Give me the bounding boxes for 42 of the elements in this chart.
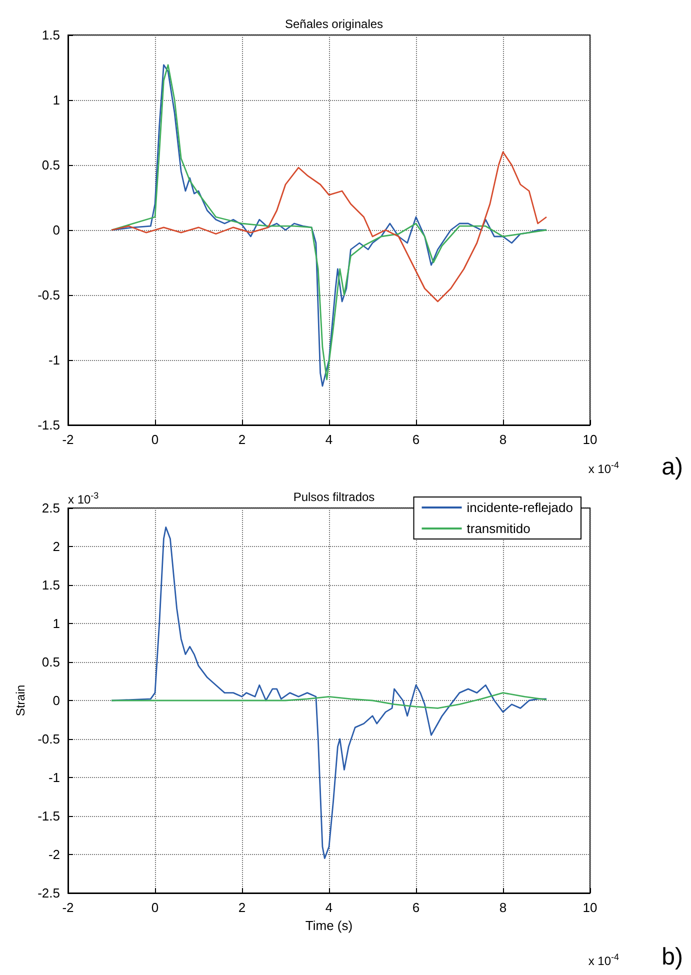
- y-tick-label: -2: [48, 847, 60, 862]
- text: b): [662, 944, 684, 970]
- y-axis-title: Strain: [14, 684, 28, 716]
- x-tick-label: 2: [238, 432, 246, 447]
- x-tick-label: 8: [499, 900, 507, 915]
- text: a): [662, 454, 684, 480]
- x-tick-label: 6: [412, 900, 420, 915]
- y-tick-label: -1.5: [38, 418, 60, 432]
- y-tick-label: 0: [52, 222, 60, 238]
- y-tick-label: -1: [48, 770, 60, 785]
- chart-title: Señales originales: [284, 17, 384, 31]
- y-tick-label: 1: [52, 92, 60, 108]
- line-series: [110, 151, 548, 302]
- legend-label: incidente-reflejado: [466, 500, 573, 515]
- x-tick-label: 6: [412, 432, 420, 447]
- x-tick-label: 10: [582, 432, 598, 447]
- legend-label: transmitido: [466, 521, 530, 536]
- x-tick-label: 0: [151, 900, 159, 915]
- x-tick-label: -2: [62, 900, 74, 915]
- y-tick-label: -0.5: [38, 732, 60, 746]
- y-tick-label: -1: [48, 352, 60, 368]
- line-series: [110, 692, 548, 709]
- y-tick-label: 2: [52, 539, 60, 554]
- x-tick-label: 10: [582, 900, 598, 915]
- x-tick-label: -2: [62, 432, 74, 447]
- x-tick-label: 4: [325, 432, 333, 447]
- y-tick-label: 0.5: [42, 654, 60, 670]
- y-tick-label: 2.5: [42, 500, 60, 516]
- x-tick-label: 8: [499, 432, 507, 447]
- x-tick-label: 2: [238, 900, 246, 915]
- y-tick-label: -1.5: [38, 808, 60, 824]
- x-tick-label: 4: [325, 900, 333, 915]
- x-tick-label: 0: [151, 432, 159, 447]
- y-tick-label: 0.5: [42, 158, 60, 172]
- y-tick-label: 1: [52, 616, 60, 631]
- chart-title: Pulsos filtrados: [293, 490, 375, 504]
- y-tick-label: -2.5: [38, 886, 60, 900]
- y-tick-label: 1.5: [42, 28, 60, 42]
- y-tick-label: -0.5: [38, 288, 60, 302]
- x-axis-title: Time (s): [305, 918, 353, 933]
- y-tick-label: 0: [52, 693, 60, 708]
- y-tick-label: 1.5: [42, 578, 60, 592]
